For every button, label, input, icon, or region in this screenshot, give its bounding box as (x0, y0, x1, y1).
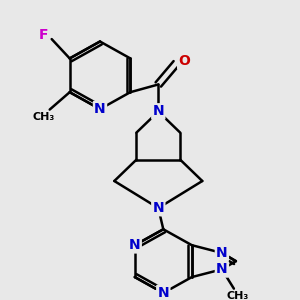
Text: N: N (129, 238, 140, 252)
Text: N: N (152, 104, 164, 118)
Text: N: N (216, 262, 228, 276)
Text: CH₃: CH₃ (227, 291, 249, 300)
Text: F: F (39, 28, 48, 42)
Text: N: N (216, 246, 228, 260)
Text: N: N (152, 201, 164, 215)
Text: N: N (94, 102, 106, 116)
Text: N: N (158, 286, 169, 300)
Text: CH₃: CH₃ (33, 112, 55, 122)
Text: O: O (178, 54, 190, 68)
